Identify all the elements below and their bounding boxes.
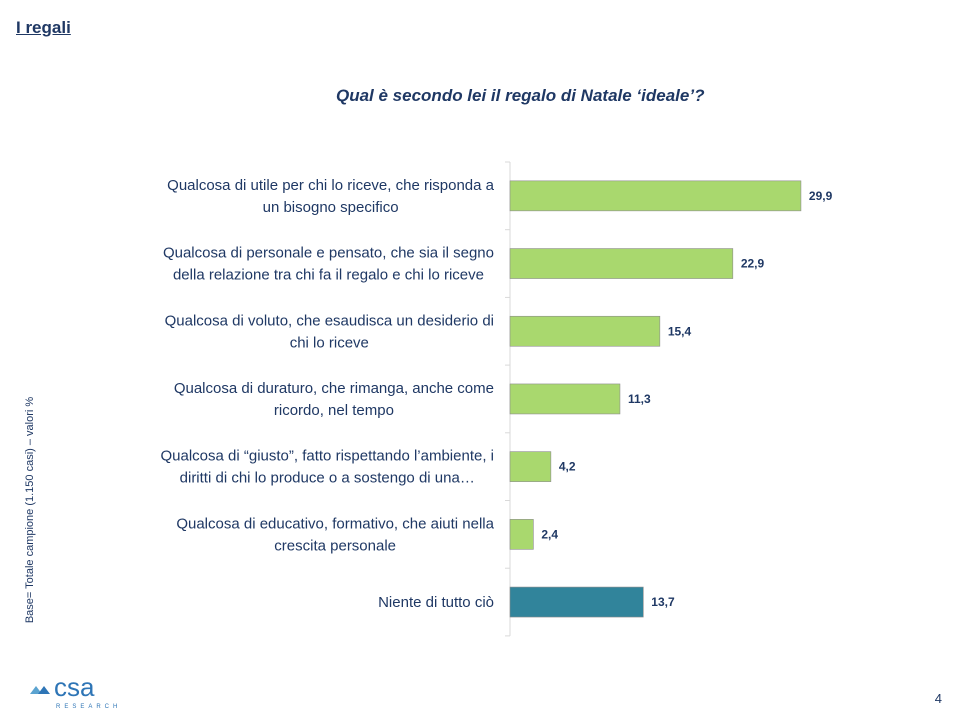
data-label: 29,9 <box>809 189 833 203</box>
page-number: 4 <box>934 691 942 706</box>
category-label: Qualcosa di utile per chi lo riceve, che… <box>167 177 495 216</box>
bar <box>509 586 644 618</box>
data-label: 15,4 <box>668 324 692 338</box>
category-label: Qualcosa di “giusto”, fatto rispettando … <box>160 448 494 487</box>
data-label: 4,2 <box>559 460 576 474</box>
category-label: Qualcosa di personale e pensato, che sia… <box>163 245 494 284</box>
csa-logo: csa RESEARCH <box>28 672 128 715</box>
bar <box>509 180 802 212</box>
bar <box>509 248 734 279</box>
bar <box>509 383 621 415</box>
category-label: Qualcosa di educativo, formativo, che ai… <box>176 515 494 554</box>
chart-title: Qual è secondo lei il regalo di Natale ‘… <box>336 86 705 105</box>
category-label: Niente di tutto ciò <box>378 594 494 611</box>
logo-text: csa <box>54 676 95 702</box>
bar <box>509 451 552 482</box>
data-label: 11,3 <box>628 392 651 406</box>
csa-logo-mark: csa RESEARCH <box>30 672 121 710</box>
bar <box>509 519 534 550</box>
category-label: Qualcosa di voluto, che esaudisca un des… <box>165 312 494 351</box>
data-label: 2,4 <box>541 527 558 541</box>
logo-subtext: RESEARCH <box>56 704 121 710</box>
category-label: Qualcosa di duraturo, che rimanga, anche… <box>174 380 494 419</box>
bar <box>509 315 661 347</box>
section-title: I regali <box>16 18 71 37</box>
data-label: 13,7 <box>651 595 675 609</box>
data-label: 22,9 <box>741 257 765 271</box>
